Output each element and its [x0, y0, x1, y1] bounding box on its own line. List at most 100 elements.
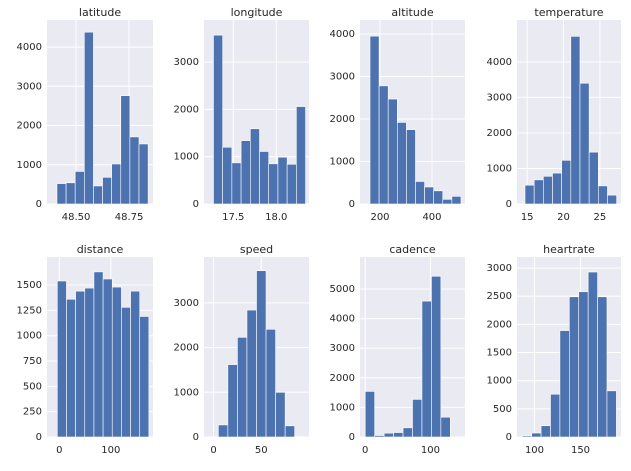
bar: [415, 181, 425, 205]
bar: [102, 177, 112, 205]
y-tick-label: 4000: [330, 29, 355, 40]
y-tick-label: 1000: [17, 331, 42, 342]
y-tick-label: 5000: [330, 284, 355, 295]
x-tick-label: 48.75: [115, 212, 144, 223]
y-tick-label: 2000: [330, 373, 355, 384]
bar: [74, 171, 85, 205]
bar: [431, 275, 442, 438]
x-tick-label: 0: [362, 445, 368, 456]
bar: [56, 183, 67, 205]
bar: [521, 435, 532, 438]
y-tick-label: 1500: [487, 348, 512, 359]
y-tick-label: 750: [23, 356, 42, 367]
y-tick-label: 3000: [330, 343, 355, 354]
y-tick-label: 500: [23, 381, 42, 392]
y-tick-label: 3000: [174, 298, 199, 309]
y-tick-label: 0: [349, 432, 355, 443]
bar: [442, 199, 453, 205]
y-tick-label: 2500: [487, 291, 512, 302]
chart-title: distance: [77, 243, 124, 256]
bar: [284, 425, 295, 438]
bar: [543, 175, 553, 205]
y-tick-label: 4000: [487, 57, 512, 68]
x-tick-label: 200: [370, 212, 389, 223]
bar: [84, 31, 94, 205]
x-tick-label: 0: [210, 445, 216, 456]
bar: [56, 280, 67, 438]
chart-title: heartrate: [543, 243, 595, 256]
chart-title: temperature: [534, 6, 603, 19]
bar: [120, 95, 131, 205]
y-tick-label: 500: [493, 404, 512, 415]
x-tick-label: 100: [101, 445, 120, 456]
bar: [364, 391, 375, 438]
bar: [578, 291, 589, 438]
y-tick-label: 2000: [174, 343, 199, 354]
bar: [587, 271, 598, 438]
y-tick-label: 0: [506, 199, 512, 210]
bar: [66, 298, 76, 438]
bar: [222, 146, 233, 205]
chart-title: cadence: [389, 243, 436, 256]
x-tick-label: 48.50: [62, 212, 91, 223]
bar: [102, 278, 113, 438]
y-tick-label: 4000: [17, 42, 42, 53]
chart-title: speed: [240, 243, 273, 256]
bar: [569, 296, 580, 438]
bar: [540, 425, 551, 438]
bar: [440, 416, 451, 438]
y-tick-label: 3000: [17, 81, 42, 92]
bar: [531, 432, 542, 438]
bar: [369, 35, 380, 205]
bar: [550, 393, 561, 438]
bar: [139, 316, 150, 438]
bar: [406, 129, 416, 205]
bar: [387, 98, 398, 205]
bar: [240, 140, 251, 205]
bar: [93, 185, 103, 205]
bar: [231, 162, 242, 205]
bar: [533, 179, 544, 205]
y-tick-label: 0: [36, 199, 42, 210]
bar: [237, 337, 248, 438]
bar: [250, 128, 260, 205]
bar: [65, 182, 76, 205]
bar: [561, 160, 572, 205]
chart-title: altitude: [391, 6, 433, 19]
bar: [227, 364, 238, 438]
bar: [552, 172, 562, 205]
bar: [396, 122, 407, 205]
y-tick-label: 1000: [487, 163, 512, 174]
x-tick-label: 20: [557, 212, 570, 223]
bar: [597, 296, 608, 438]
bar: [606, 390, 617, 438]
bar: [374, 435, 385, 438]
bar: [121, 307, 131, 438]
bar: [268, 163, 279, 205]
y-tick-label: 1500: [17, 280, 42, 291]
y-tick-label: 4000: [330, 314, 355, 325]
y-tick-label: 1000: [487, 376, 512, 387]
x-tick-label: 15: [521, 212, 534, 223]
bar: [259, 151, 270, 205]
bar: [412, 399, 423, 438]
x-tick-label: 25: [594, 212, 607, 223]
y-tick-label: 2000: [487, 128, 512, 139]
y-tick-label: 3000: [174, 57, 199, 68]
bar: [75, 290, 86, 438]
bar: [559, 330, 570, 438]
bar: [111, 163, 122, 205]
x-tick-label: 150: [571, 445, 590, 456]
bar: [393, 432, 404, 438]
bar: [424, 186, 434, 205]
y-tick-label: 0: [349, 199, 355, 210]
y-tick-label: 0: [193, 432, 199, 443]
bar: [451, 196, 462, 205]
bar: [130, 290, 141, 438]
bar: [218, 424, 229, 438]
bar: [433, 190, 444, 205]
y-tick-label: 2000: [330, 114, 355, 125]
bar: [421, 300, 432, 438]
y-tick-label: 1000: [330, 157, 355, 168]
